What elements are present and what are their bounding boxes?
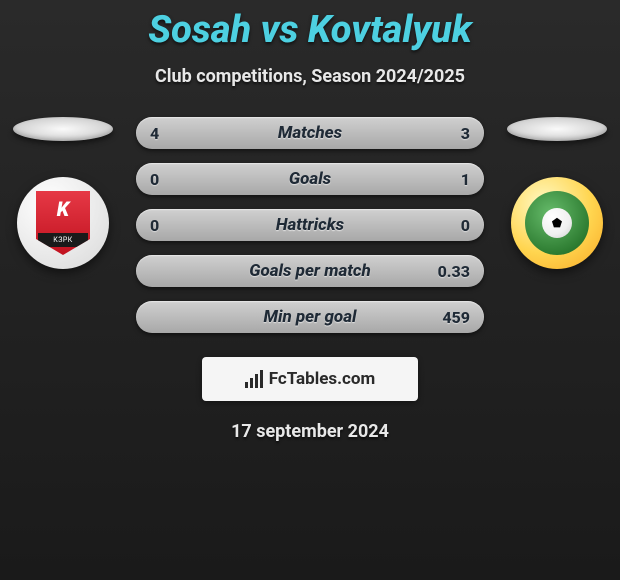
chart-icon: [245, 370, 263, 388]
left-badge-band: КЗРК: [38, 233, 88, 247]
football-icon: [542, 208, 572, 238]
left-team-badge: K КЗРК: [17, 177, 109, 269]
stat-row-goals: 0 Goals 1: [136, 163, 484, 195]
stat-row-goals-per-match: Goals per match 0.33: [136, 255, 484, 287]
right-team-platform: [507, 117, 607, 141]
stat-label: Goals per match: [249, 261, 371, 281]
stat-row-min-per-goal: Min per goal 459: [136, 301, 484, 333]
left-badge-shield: K КЗРК: [36, 191, 90, 255]
right-team-column: [502, 117, 612, 269]
left-team-platform: [13, 117, 113, 141]
stat-row-matches: 4 Matches 3: [136, 117, 484, 149]
comparison-layout: K КЗРК 4 Matches 3 0 Goals 1 0 Hattricks…: [0, 117, 620, 333]
stat-left-value: 0: [150, 216, 180, 235]
watermark-text: FcTables.com: [269, 369, 375, 389]
stat-label: Goals: [289, 169, 331, 189]
stat-right-value: 0: [440, 216, 470, 235]
right-badge-circle: [525, 191, 589, 255]
right-team-badge: [511, 177, 603, 269]
stat-row-hattricks: 0 Hattricks 0: [136, 209, 484, 241]
stat-right-value: 0.33: [438, 262, 470, 281]
stats-column: 4 Matches 3 0 Goals 1 0 Hattricks 0 Goal…: [118, 117, 502, 333]
left-badge-letter: K: [57, 197, 69, 221]
watermark: FcTables.com: [202, 357, 418, 401]
stat-label: Hattricks: [276, 215, 344, 235]
stat-right-value: 1: [440, 170, 470, 189]
stat-right-value: 459: [440, 308, 470, 327]
date-text: 17 september 2024: [0, 421, 620, 442]
stat-left-value: 0: [150, 170, 180, 189]
stat-label: Min per goal: [264, 307, 357, 327]
page-title: Sosah vs Kovtalyuk: [0, 0, 620, 52]
left-team-column: K КЗРК: [8, 117, 118, 269]
page-subtitle: Club competitions, Season 2024/2025: [0, 66, 620, 87]
stat-left-value: 4: [150, 124, 180, 143]
stat-label: Matches: [278, 123, 342, 143]
stat-right-value: 3: [440, 124, 470, 143]
